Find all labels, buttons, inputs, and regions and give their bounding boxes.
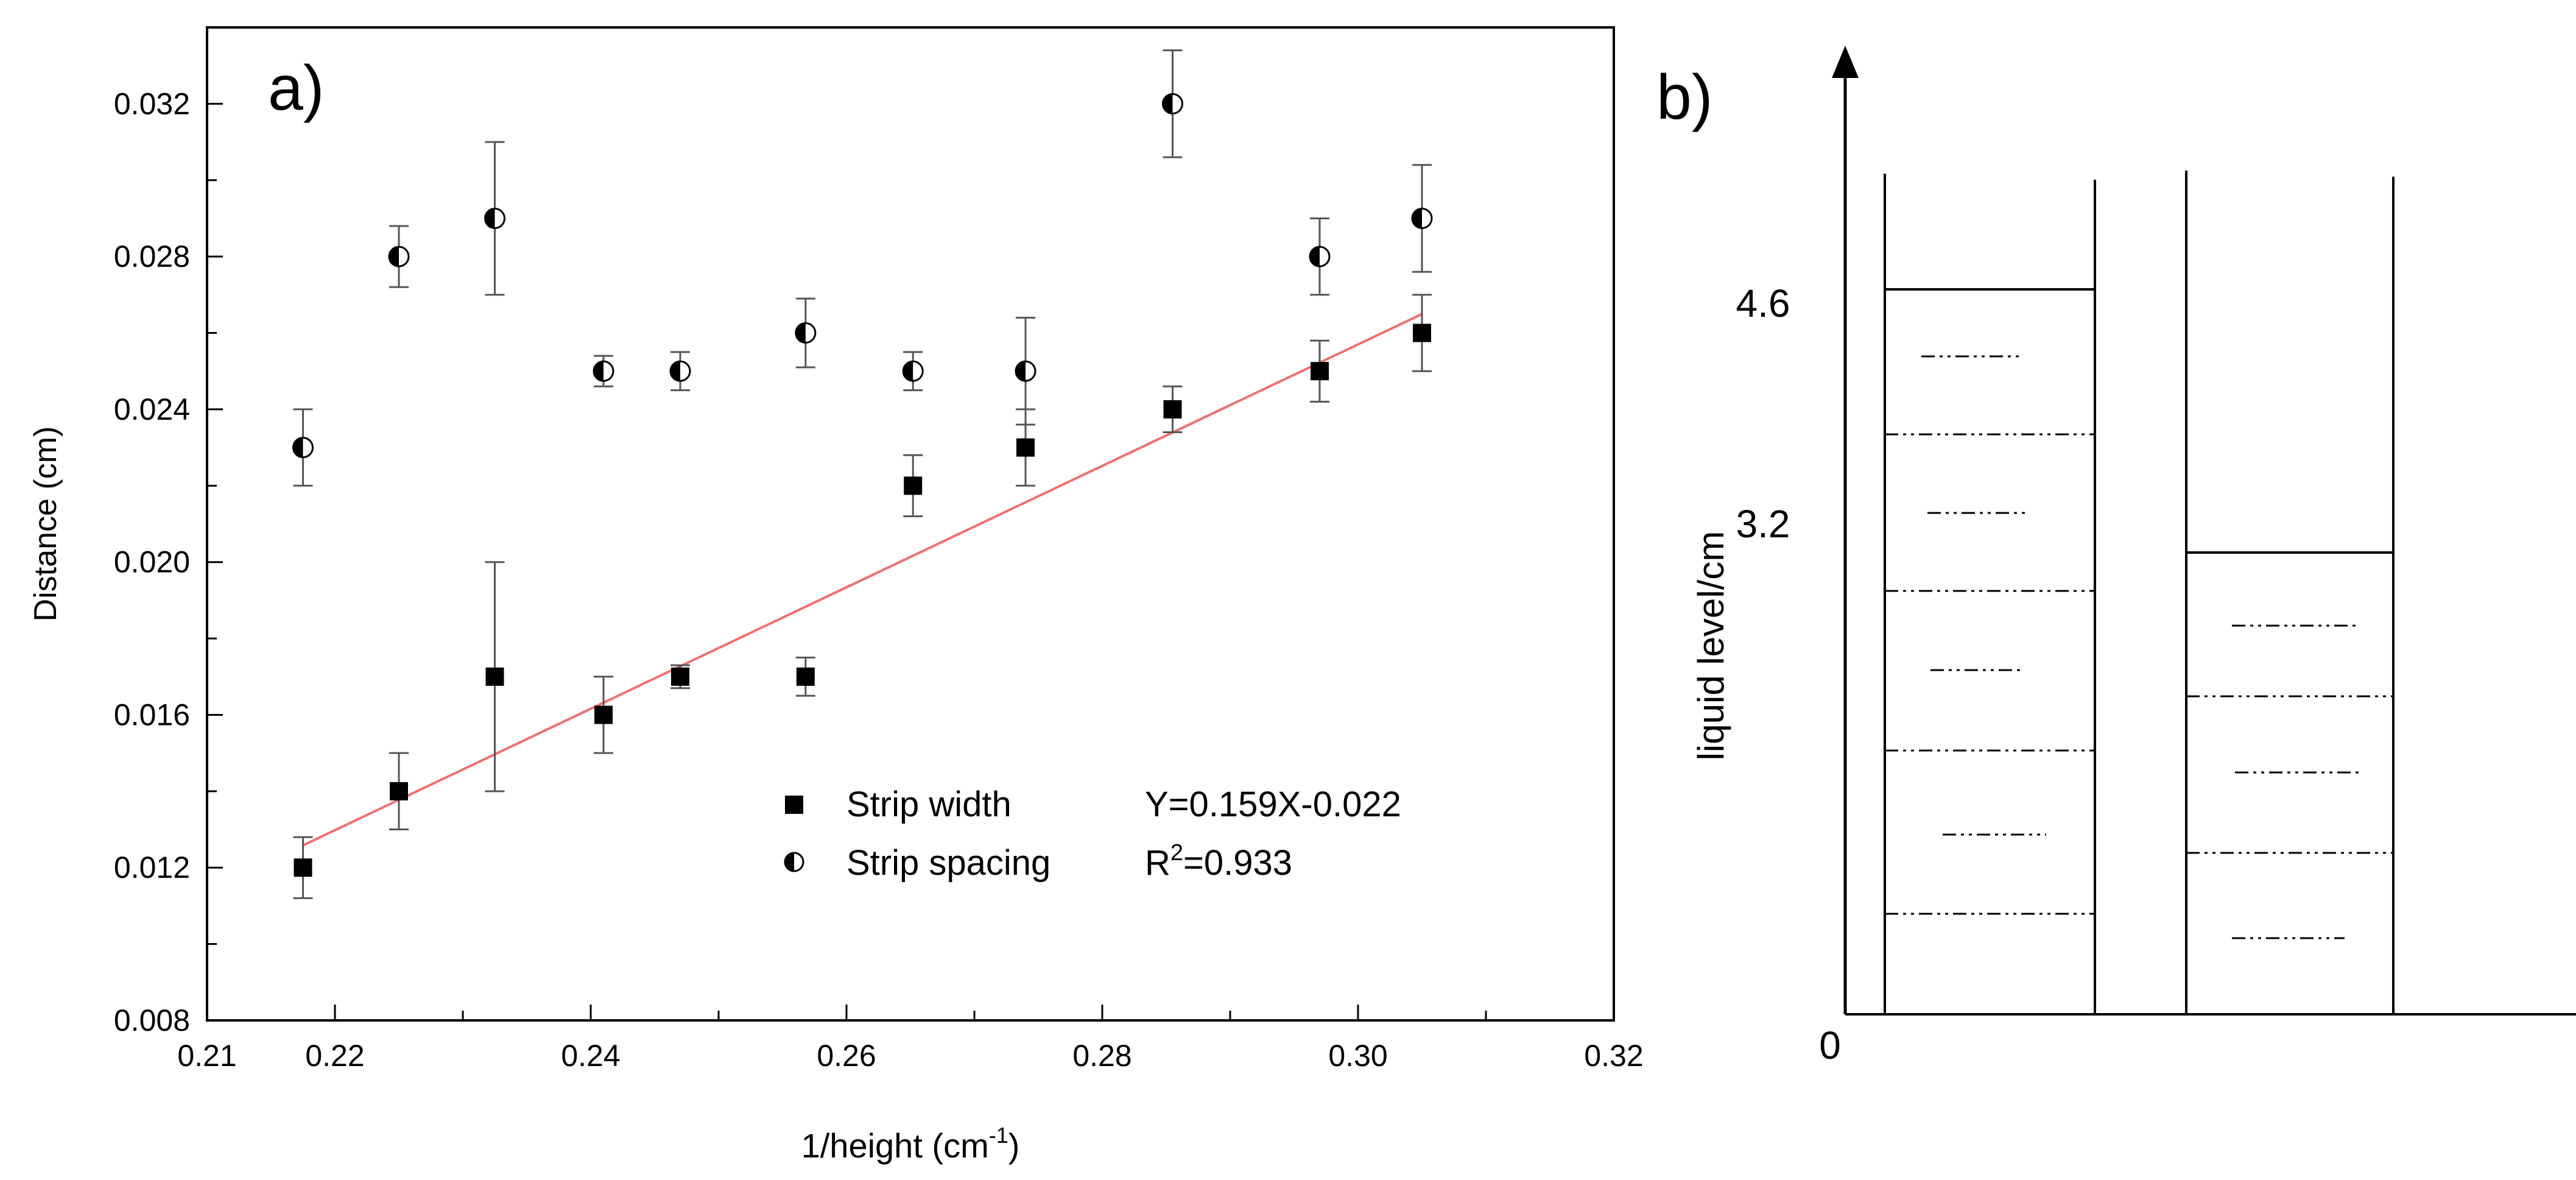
marker-strip-width xyxy=(1163,400,1182,419)
marker-strip-spacing xyxy=(669,360,691,382)
marker-strip-spacing xyxy=(1309,246,1331,267)
tick-label-0: 0 xyxy=(1819,1023,1841,1067)
fit-line xyxy=(302,313,1423,847)
marker-strip-spacing xyxy=(902,360,924,382)
y-tick-label: 0.016 xyxy=(114,698,190,732)
legend: Strip width Strip spacing Y=0.159X-0.022… xyxy=(784,785,1401,883)
x-axis-title-close: ) xyxy=(1008,1126,1020,1165)
legend-label-strip-width: Strip width xyxy=(846,785,1012,824)
marker-strip-width xyxy=(485,667,504,686)
y-tick-label: 0.012 xyxy=(114,850,190,885)
marker-strip-spacing xyxy=(292,437,314,459)
y-tick-label: 0.008 xyxy=(114,1003,190,1037)
fit-equation: Y=0.159X-0.022 xyxy=(1145,785,1401,824)
x-axis-ticks: 0.21 0.22 0.24 0.26 0.28 0.30 0.32 xyxy=(177,1005,1644,1073)
marker-strip-width xyxy=(1413,323,1431,342)
x-axis-title-main: 1/height (cm xyxy=(801,1126,989,1165)
legend-marker-strip-spacing xyxy=(784,852,804,872)
y-tick-label: 0.028 xyxy=(114,239,190,274)
tube-left xyxy=(1884,174,2096,1014)
marker-strip-width xyxy=(1016,438,1035,457)
marker-strip-spacing xyxy=(1162,93,1183,115)
panel-b: b) liquid level/cm 4.6 3.2 0 xyxy=(1656,46,2576,1067)
marker-strip-width xyxy=(796,667,815,686)
marker-strip-spacing xyxy=(795,322,817,344)
plot-frame xyxy=(206,26,1615,1022)
level-axis-title: liquid level/cm xyxy=(1691,531,1731,761)
marker-strip-width xyxy=(671,667,689,686)
x-tick-label: 0.32 xyxy=(1584,1039,1643,1073)
r-squared: R2=0.933 xyxy=(1145,840,1292,883)
marker-strip-width xyxy=(594,705,613,724)
panel-b-label: b) xyxy=(1656,62,1712,133)
x-axis-title-superscript: -1 xyxy=(989,1123,1008,1148)
x-tick-label: 0.26 xyxy=(817,1039,876,1073)
tube-right xyxy=(2185,171,2395,1014)
y-axis-title: Distance (cm) xyxy=(28,426,63,622)
tube-left-strip-lines xyxy=(1885,355,2095,915)
r-squared-prefix: R xyxy=(1145,843,1170,883)
error-bars xyxy=(293,49,1432,899)
tick-label-3-2: 3.2 xyxy=(1736,502,1790,546)
marker-strip-width xyxy=(294,858,312,877)
marker-strip-spacing xyxy=(484,207,505,229)
y-tick-label: 0.032 xyxy=(114,87,190,121)
legend-marker-strip-width xyxy=(785,796,803,814)
x-tick-label: 0.24 xyxy=(561,1039,620,1073)
r-squared-value: =0.933 xyxy=(1183,843,1292,883)
marker-strip-spacing xyxy=(388,246,410,267)
tick-label-4-6: 4.6 xyxy=(1736,281,1790,325)
marker-strip-width xyxy=(390,782,408,800)
marker-strip-spacing xyxy=(593,360,614,382)
x-tick-label: 0.28 xyxy=(1072,1039,1131,1073)
x-tick-label: 0.21 xyxy=(177,1039,236,1073)
tube-right-strip-lines xyxy=(2186,624,2393,939)
marker-strip-width xyxy=(1311,362,1329,381)
marker-strip-spacing xyxy=(1015,360,1036,382)
panel-a-label: a) xyxy=(268,53,324,124)
marker-strip-width xyxy=(904,476,923,495)
y-tick-label: 0.020 xyxy=(114,545,190,579)
y-tick-label: 0.024 xyxy=(114,392,190,426)
x-tick-label: 0.22 xyxy=(305,1039,364,1073)
r-squared-superscript: 2 xyxy=(1170,840,1183,866)
level-axis-arrowhead xyxy=(1832,46,1859,78)
marker-strip-spacing xyxy=(1411,207,1433,229)
legend-label-strip-spacing: Strip spacing xyxy=(846,843,1050,883)
y-axis-ticks: 0.008 0.012 0.016 0.020 0.024 0.028 0.032 xyxy=(114,26,223,1037)
panel-a: 0.21 0.22 0.24 0.26 0.28 0.30 0.32 0.0080.0120… xyxy=(28,26,1644,1165)
x-tick-label: 0.30 xyxy=(1328,1039,1387,1073)
x-axis-title: 1/height (cm-1) xyxy=(801,1123,1020,1165)
data-markers xyxy=(292,93,1433,877)
